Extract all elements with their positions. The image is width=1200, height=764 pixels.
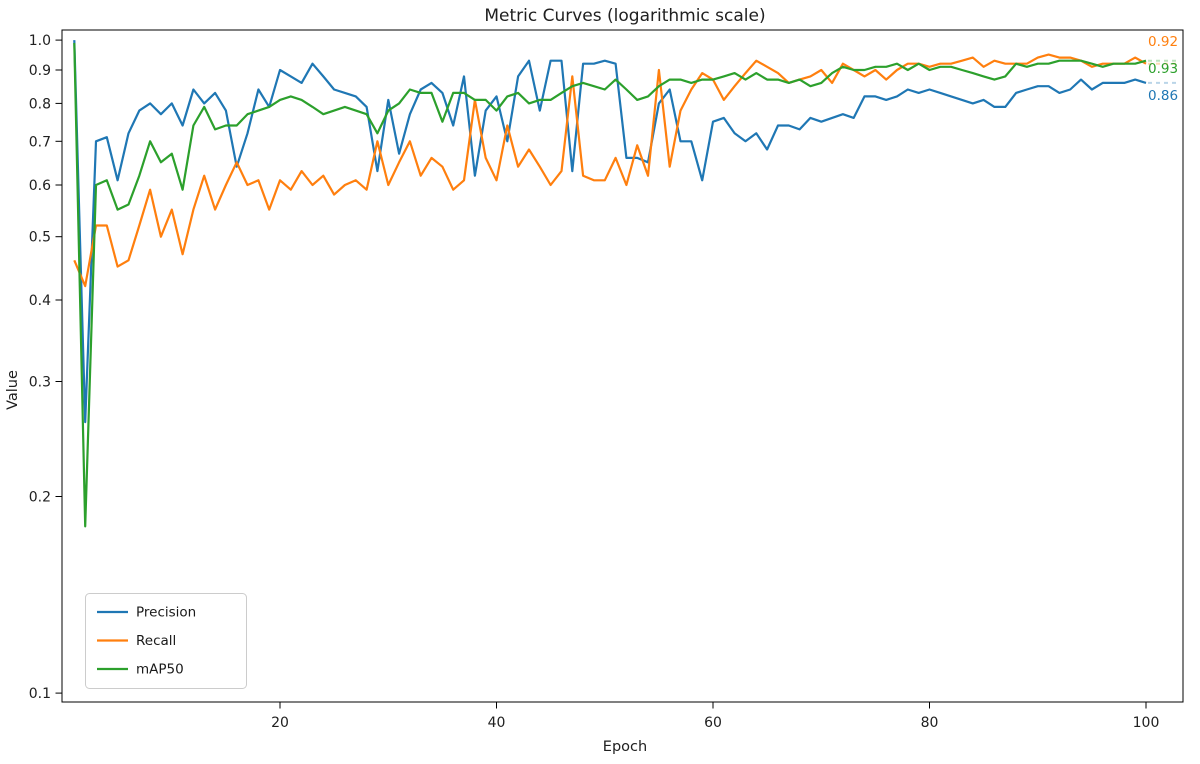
- x-tick-label: 20: [271, 715, 289, 731]
- x-tick-label: 40: [488, 715, 506, 731]
- legend-item-recall: Recall: [97, 633, 176, 649]
- ticks-layer: 20 40 60 80 100 1.0 0.9 0.8 0.7 0.6 0.5 0.4 0.3 0.2 0.…: [29, 33, 1160, 731]
- legend-box: [85, 593, 247, 689]
- y-tick-label: 0.4: [29, 293, 51, 309]
- legend-label-recall: Recall: [136, 633, 176, 649]
- x-tick-label: 80: [921, 715, 939, 731]
- series-layer: [73, 40, 1178, 528]
- y-tick-label: 0.2: [29, 490, 51, 506]
- y-tick-label: 0.3: [29, 375, 51, 391]
- precision-line: [73, 40, 1147, 424]
- map50-line: [73, 42, 1147, 528]
- annotation-precision: 0.86: [1148, 88, 1178, 104]
- y-tick-label: 0.1: [29, 686, 51, 702]
- x-axis-label: Epoch: [603, 739, 647, 755]
- y-tick-label: 1.0: [29, 33, 51, 49]
- legend-label-precision: Precision: [136, 605, 196, 621]
- legend-item-map50: mAP50: [97, 662, 184, 678]
- plot-frame: [61, 29, 1184, 703]
- y-tick-label: 0.7: [29, 134, 51, 150]
- x-tick-label: 100: [1133, 715, 1160, 731]
- legend-label-map50: mAP50: [136, 662, 184, 678]
- y-tick-label: 0.8: [29, 96, 51, 112]
- legend: Precision Recall mAP50: [85, 593, 247, 689]
- annotation-map50: 0.93: [1148, 61, 1178, 77]
- chart-title: Metric Curves (logarithmic scale): [484, 6, 765, 26]
- recall-line: [73, 53, 1147, 288]
- y-tick-label: 0.9: [29, 63, 51, 79]
- x-tick-label: 60: [704, 715, 722, 731]
- legend-item-precision: Precision: [97, 605, 196, 621]
- annotation-recall: 0.92: [1148, 34, 1178, 50]
- y-tick-label: 0.5: [29, 230, 51, 246]
- y-tick-label: 0.6: [29, 178, 51, 194]
- y-axis-label: Value: [5, 370, 21, 410]
